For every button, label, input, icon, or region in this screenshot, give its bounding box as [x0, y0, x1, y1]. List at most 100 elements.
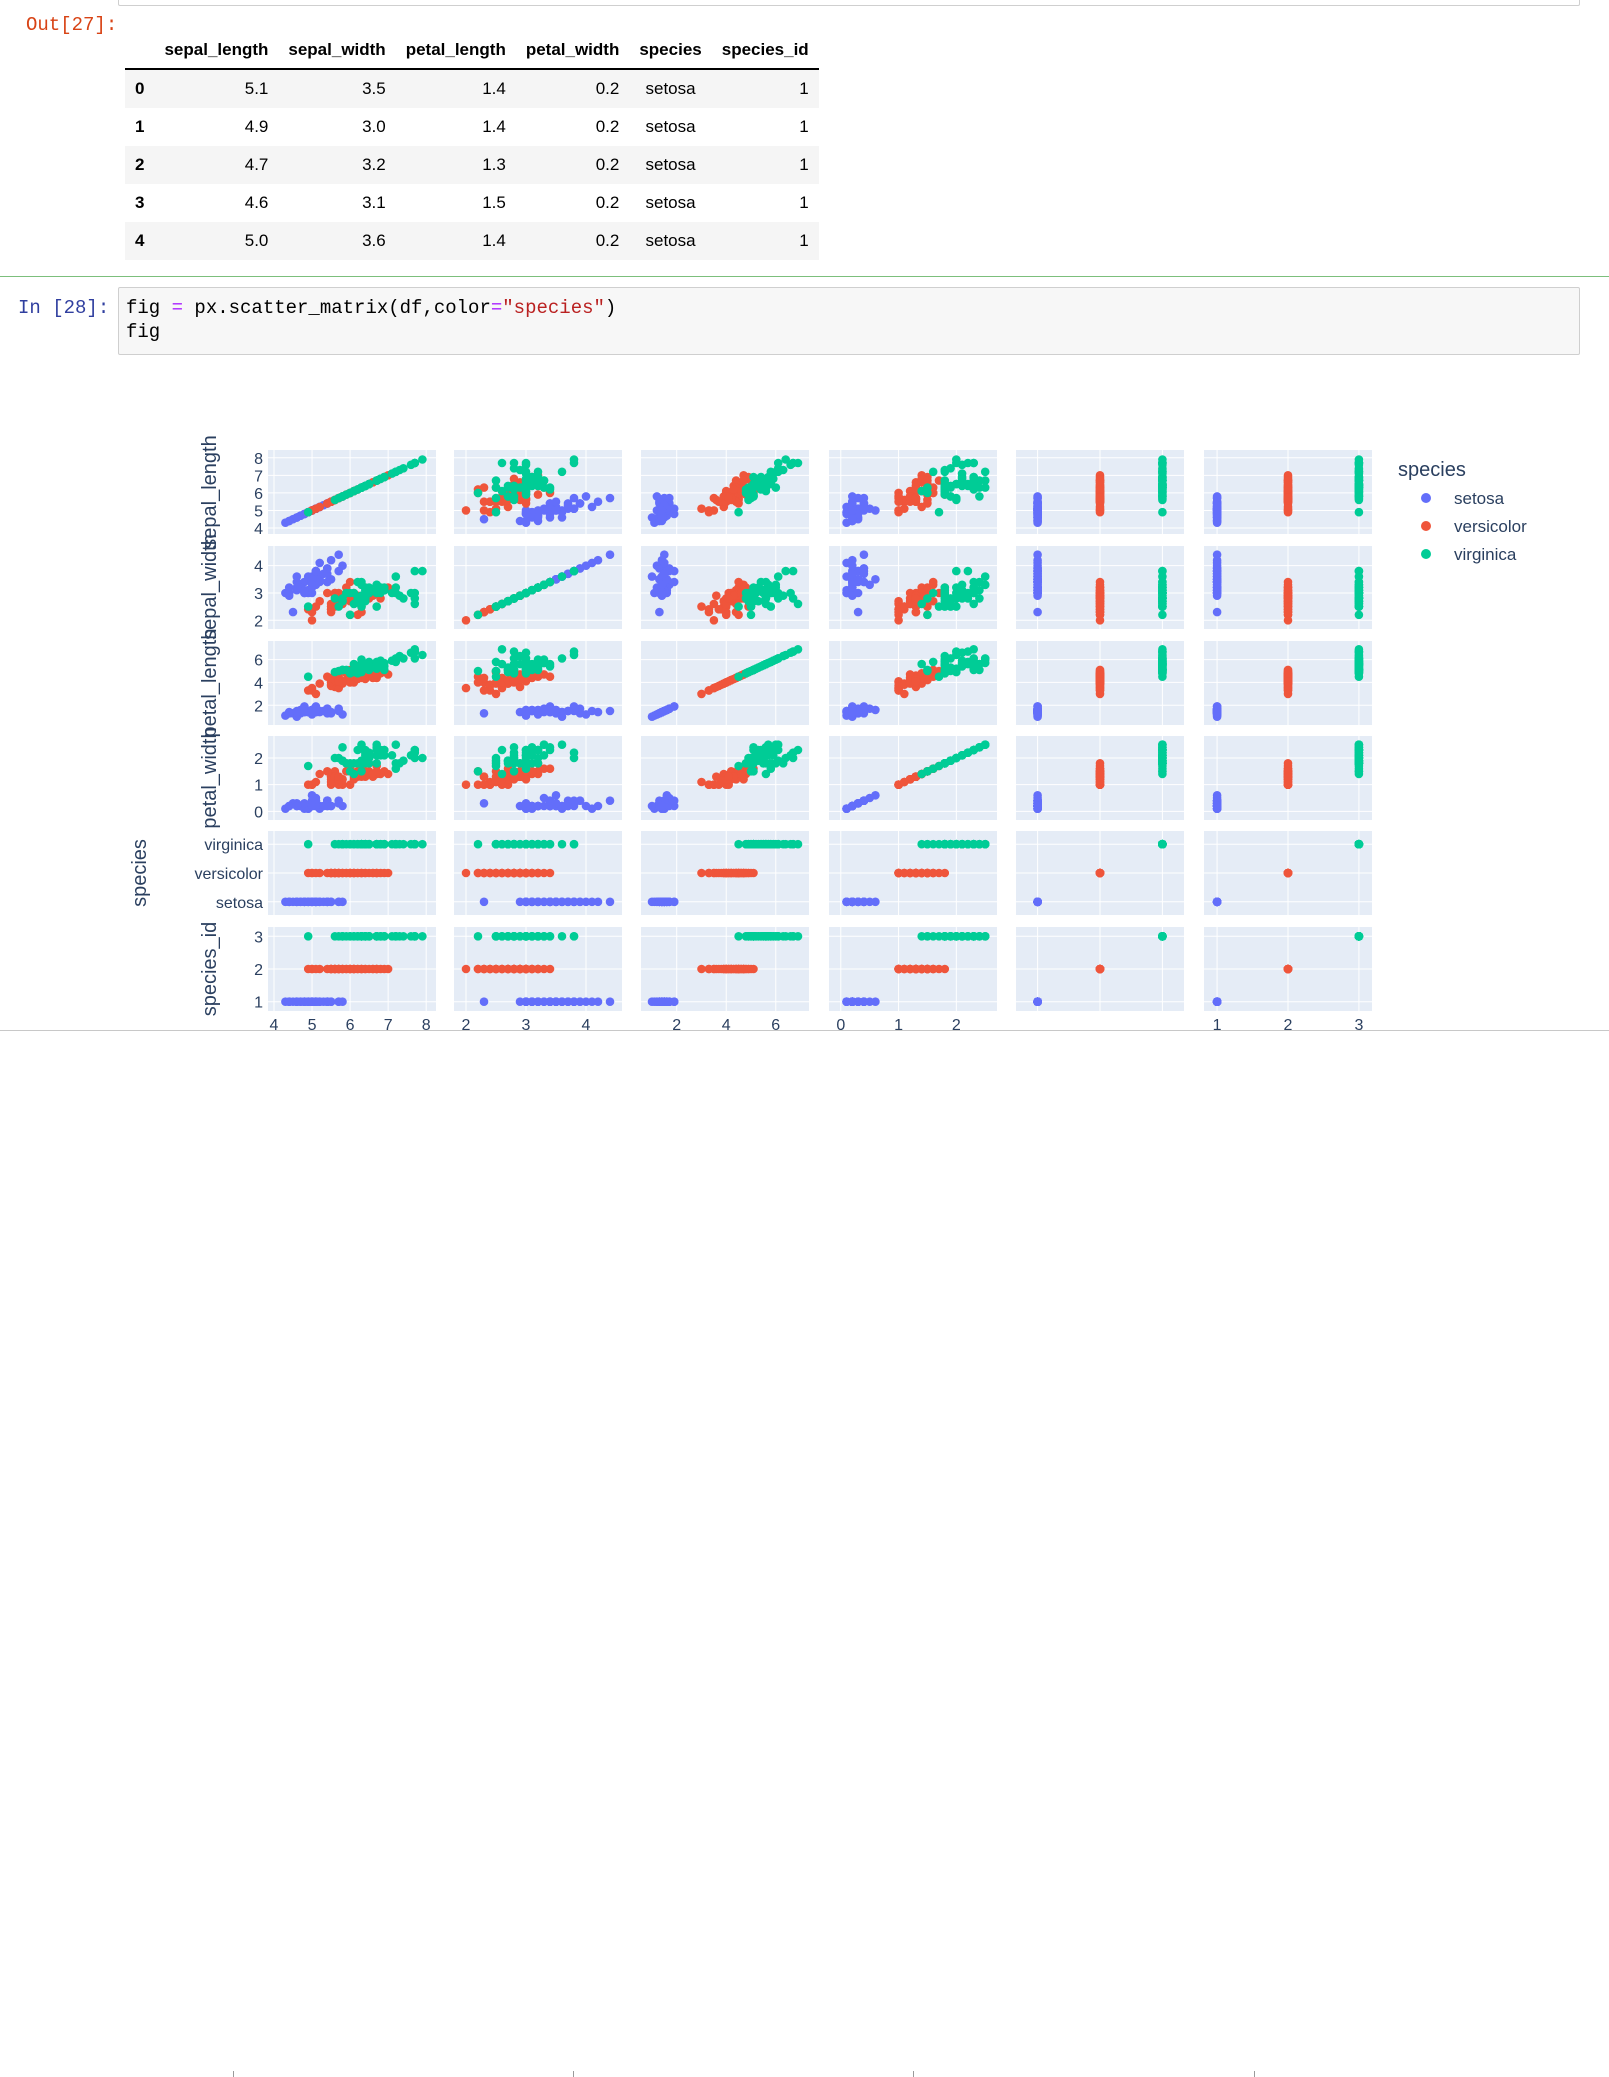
data-point	[757, 485, 766, 494]
data-point	[1284, 504, 1293, 513]
data-point	[546, 485, 555, 494]
data-point	[504, 666, 513, 675]
data-point	[357, 602, 366, 611]
data-point	[724, 494, 733, 503]
data-point	[392, 764, 401, 773]
data-point	[734, 602, 743, 611]
data-point	[848, 570, 857, 579]
data-point	[570, 754, 579, 763]
data-point	[312, 504, 321, 513]
data-point	[304, 762, 313, 771]
data-point	[315, 770, 324, 779]
data-point	[342, 759, 351, 768]
data-point	[522, 746, 531, 755]
data-point	[492, 690, 501, 699]
data-point	[312, 690, 321, 699]
data-point	[372, 602, 381, 611]
data-point	[334, 898, 343, 907]
data-point	[522, 708, 531, 717]
data-point	[917, 770, 926, 779]
data-point	[1158, 666, 1167, 675]
data-point	[570, 567, 579, 576]
data-point	[510, 748, 519, 757]
data-point	[312, 602, 321, 611]
data-point	[1158, 611, 1167, 620]
data-point	[749, 759, 758, 768]
data-point	[848, 581, 857, 590]
data-point	[860, 550, 869, 559]
data-point	[331, 496, 340, 505]
data-point	[546, 840, 555, 849]
data-point	[558, 468, 567, 477]
data-point	[606, 494, 615, 503]
data-point	[342, 666, 351, 675]
data-point	[480, 898, 489, 907]
data-point	[285, 997, 294, 1006]
data-point	[492, 494, 501, 503]
data-point	[564, 802, 573, 811]
data-point	[1355, 578, 1364, 587]
data-point	[342, 840, 351, 849]
data-point	[757, 578, 766, 587]
data-point	[510, 677, 519, 686]
data-point	[923, 499, 932, 508]
data-point	[293, 708, 302, 717]
data-point	[365, 754, 374, 763]
data-point	[749, 490, 758, 499]
data-point	[1213, 802, 1222, 811]
data-point	[774, 756, 783, 765]
data-point	[747, 602, 756, 611]
data-point	[564, 707, 573, 716]
data-point	[392, 840, 401, 849]
data-point	[762, 770, 771, 779]
data-point	[558, 572, 567, 581]
data-point	[594, 497, 603, 506]
data-point	[418, 754, 427, 763]
data-point	[1096, 578, 1105, 587]
data-point	[334, 704, 343, 713]
data-point	[848, 802, 857, 811]
data-point	[663, 791, 672, 800]
data-point	[365, 840, 374, 849]
data-point	[308, 898, 317, 907]
data-point	[372, 589, 381, 598]
data-point	[399, 594, 408, 603]
data-point	[522, 666, 531, 675]
data-point	[558, 654, 567, 663]
data-point	[1033, 570, 1042, 579]
data-point	[917, 487, 926, 496]
data-point	[1284, 578, 1293, 587]
data-point	[1355, 459, 1364, 468]
data-point	[1355, 490, 1364, 499]
data-point	[969, 459, 978, 468]
data-point	[293, 898, 302, 907]
data-point	[789, 594, 798, 603]
data-point	[327, 802, 336, 811]
data-point	[710, 616, 719, 625]
data-point	[929, 468, 938, 477]
data-point	[504, 756, 513, 765]
data-point	[606, 796, 615, 805]
data-point	[552, 791, 561, 800]
data-point	[1355, 840, 1364, 849]
data-point	[742, 589, 751, 598]
scatter-matrix-figure[interactable]: 45678234246012setosaversicolorvirginica1…	[0, 0, 1609, 1071]
data-point	[848, 506, 857, 515]
data-point	[1284, 602, 1293, 611]
data-point	[757, 840, 766, 849]
data-point	[504, 840, 513, 849]
data-point	[546, 662, 555, 671]
data-point	[900, 778, 909, 787]
data-point	[749, 767, 758, 776]
data-point	[648, 572, 657, 581]
data-point	[474, 489, 483, 498]
data-point	[492, 483, 501, 492]
data-point	[312, 965, 321, 974]
data-point	[498, 459, 507, 468]
data-point	[510, 869, 519, 878]
data-point	[734, 672, 743, 681]
data-point	[789, 754, 798, 763]
data-point	[342, 589, 351, 598]
data-point	[774, 572, 783, 581]
data-point	[871, 575, 880, 584]
